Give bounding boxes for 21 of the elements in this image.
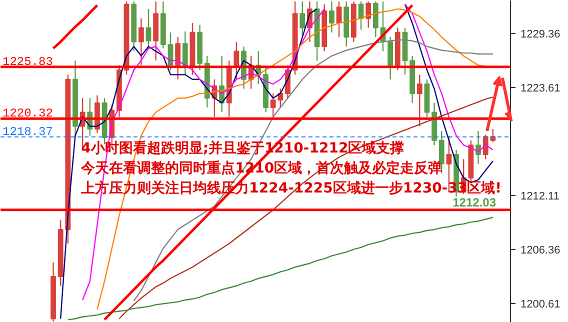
line-series <box>67 216 494 320</box>
candlestick <box>278 88 284 108</box>
candlestick <box>366 0 372 28</box>
y-tick-label: 1229.36 <box>520 28 560 41</box>
candlestick <box>300 0 306 38</box>
candlestick <box>329 0 334 34</box>
y-tick-label: 1212.11 <box>520 190 560 203</box>
ref-line-label: 1220.32 <box>2 106 53 121</box>
candlestick <box>138 18 144 66</box>
y-tick-label: 1206.36 <box>520 244 560 257</box>
candlestick <box>175 36 181 80</box>
ref-line-label: 1218.37 <box>2 124 53 139</box>
ref-line-label: 1225.83 <box>2 54 53 69</box>
candlestick <box>388 36 394 80</box>
candlestick <box>416 74 422 127</box>
candlestick <box>182 30 188 76</box>
line-series <box>52 4 98 50</box>
annotation: 1212.03 <box>452 195 496 210</box>
y-tick-label: 1200.61 <box>520 298 560 311</box>
candlestick <box>146 8 152 48</box>
y-tick-label: 1223.61 <box>520 82 560 95</box>
